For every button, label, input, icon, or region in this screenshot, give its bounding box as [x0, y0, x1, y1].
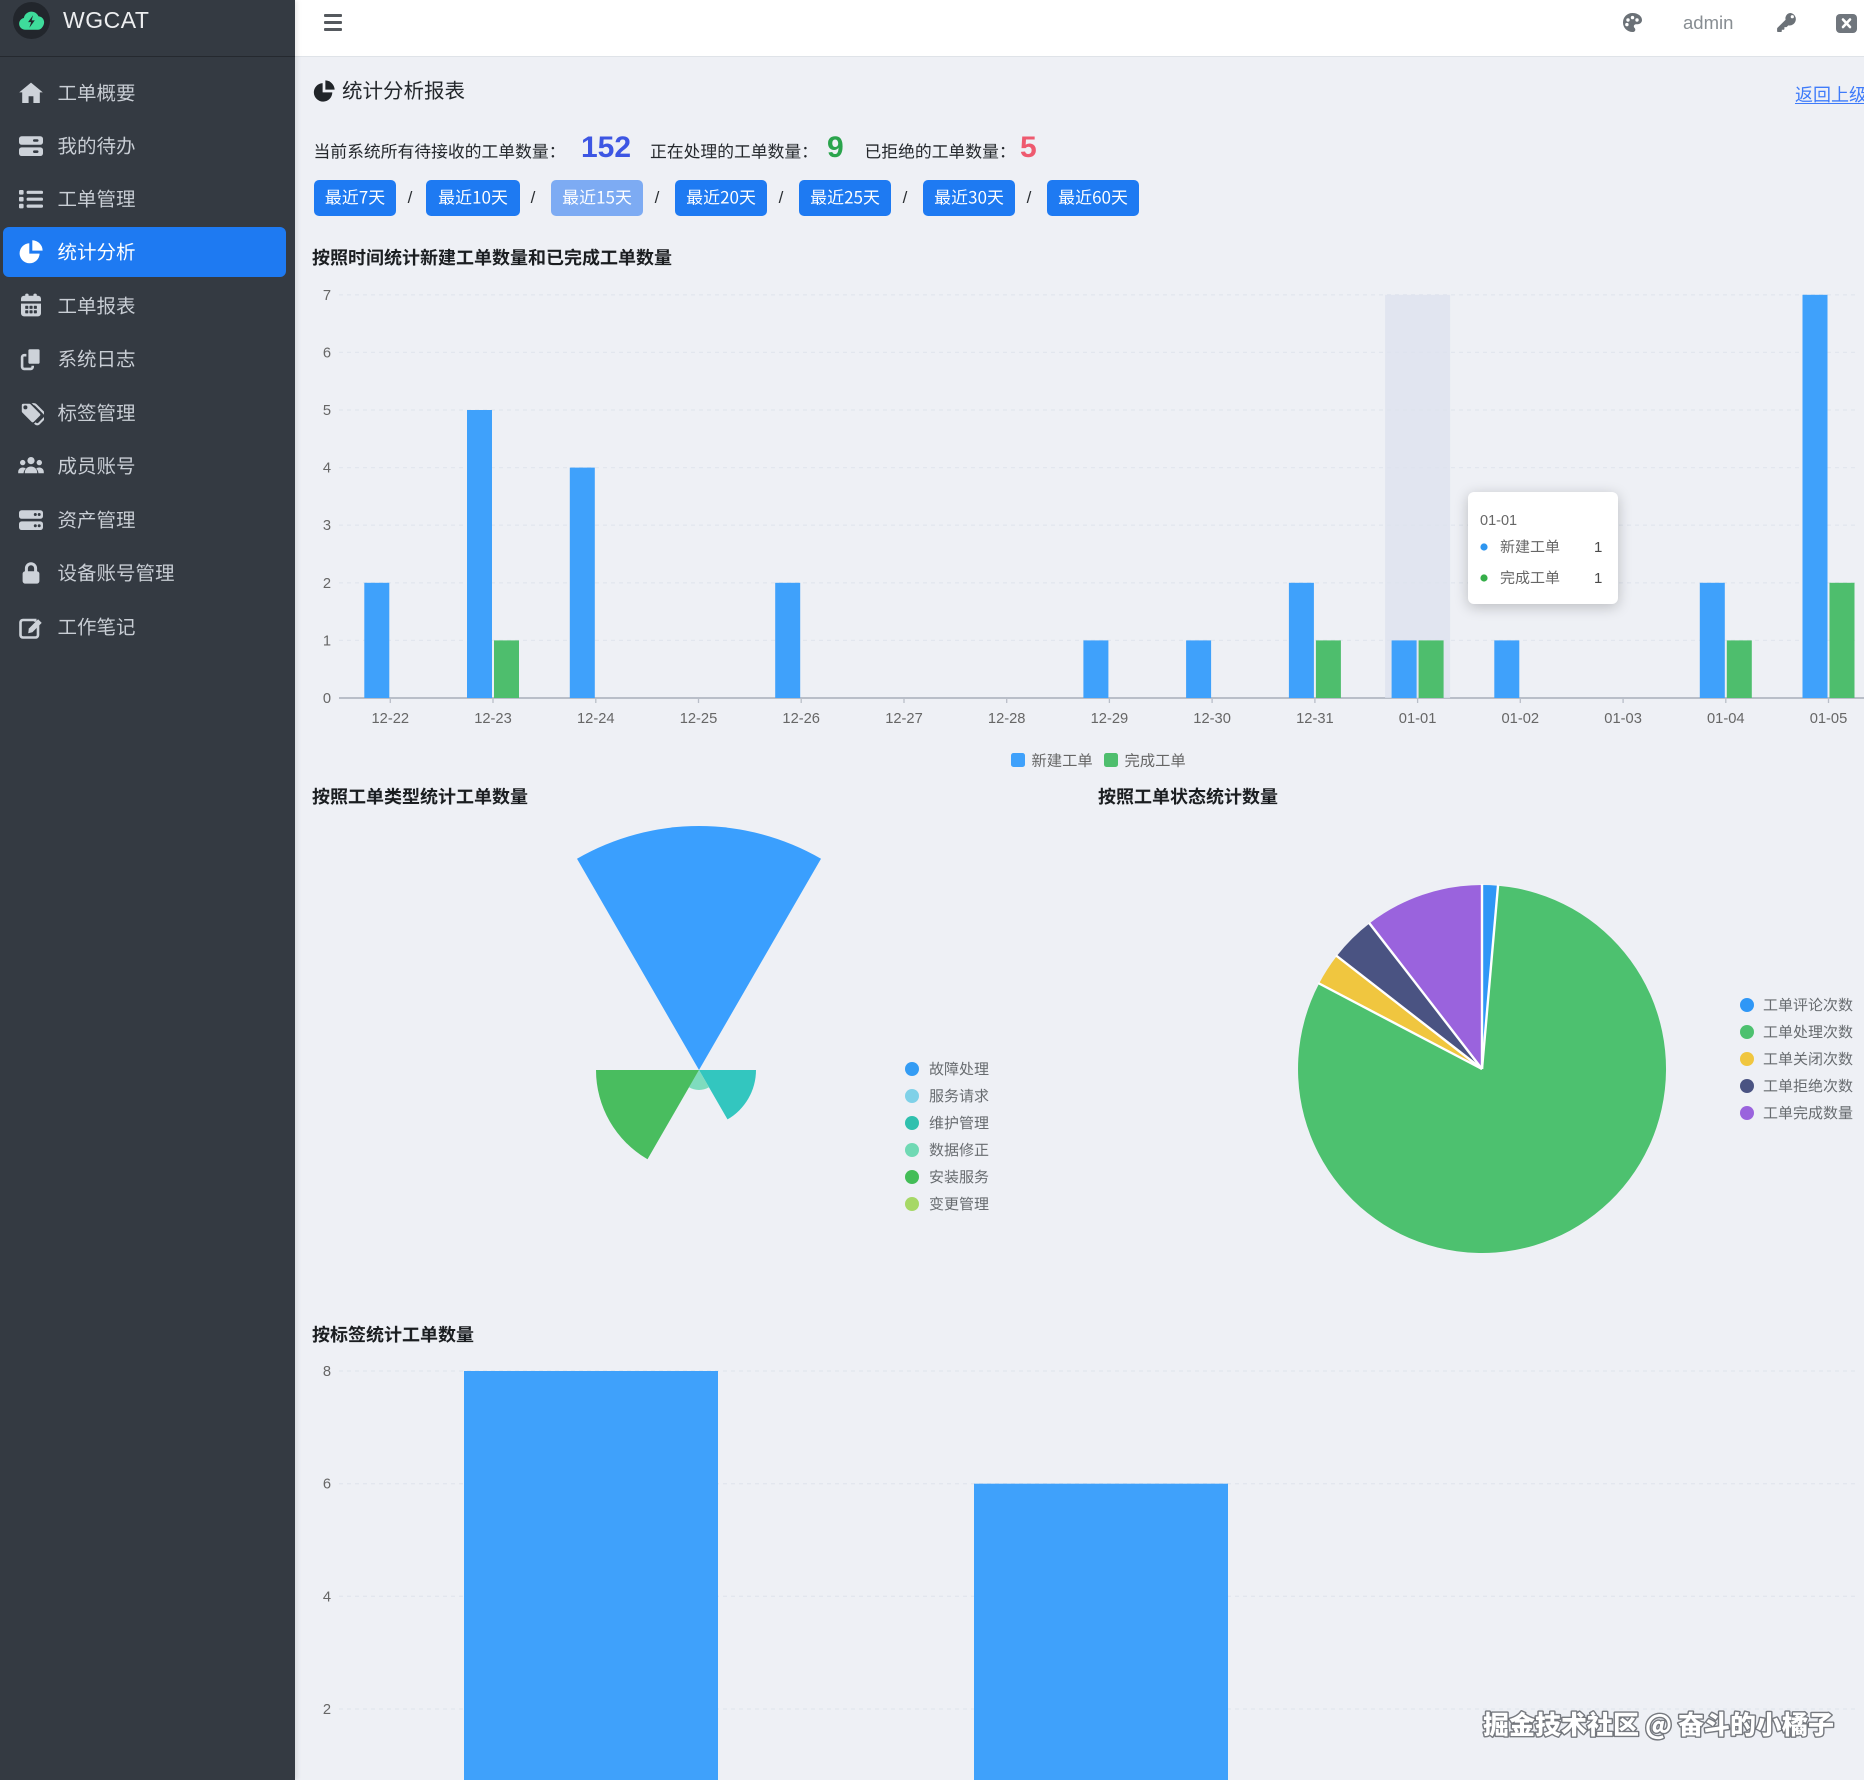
svg-text:12-28: 12-28 — [988, 711, 1026, 727]
svg-text:12-22: 12-22 — [372, 711, 410, 727]
svg-text:4: 4 — [323, 1589, 331, 1605]
svg-text:12-23: 12-23 — [474, 711, 512, 727]
svg-text:01-05: 01-05 — [1810, 711, 1848, 727]
svg-text:6: 6 — [323, 1477, 331, 1493]
svg-text:01-03: 01-03 — [1604, 711, 1642, 727]
svg-text:12-27: 12-27 — [885, 711, 923, 727]
svg-text:1: 1 — [323, 633, 331, 649]
svg-text:8: 8 — [323, 1364, 331, 1380]
svg-text:01-02: 01-02 — [1502, 711, 1540, 727]
svg-text:4: 4 — [323, 461, 331, 477]
svg-text:01-01: 01-01 — [1399, 711, 1437, 727]
svg-text:2: 2 — [323, 1702, 331, 1718]
svg-text:12-31: 12-31 — [1296, 711, 1334, 727]
svg-text:12-25: 12-25 — [680, 711, 718, 727]
svg-text:6: 6 — [323, 345, 331, 361]
svg-text:0: 0 — [323, 691, 331, 707]
svg-text:12-30: 12-30 — [1193, 711, 1231, 727]
svg-text:12-26: 12-26 — [782, 711, 820, 727]
svg-text:01-04: 01-04 — [1707, 711, 1745, 727]
svg-text:7: 7 — [323, 288, 331, 304]
svg-text:3: 3 — [323, 518, 331, 534]
svg-text:12-29: 12-29 — [1091, 711, 1129, 727]
svg-text:2: 2 — [323, 576, 331, 592]
svg-text:5: 5 — [323, 403, 331, 419]
svg-text:12-24: 12-24 — [577, 711, 615, 727]
